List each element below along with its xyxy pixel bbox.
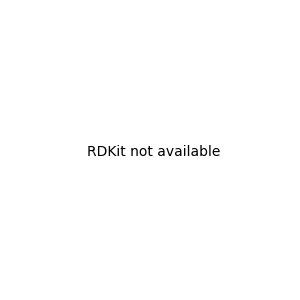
Text: RDKit not available: RDKit not available: [87, 145, 220, 158]
